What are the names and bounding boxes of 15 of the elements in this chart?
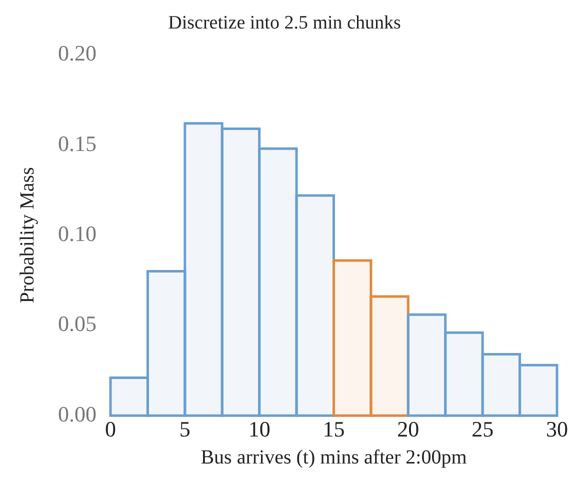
x-tick-label: 0 <box>105 416 116 442</box>
x-tick-label: 5 <box>179 416 190 442</box>
y-tick-label: 0.15 <box>58 130 96 156</box>
x-tick-label: 25 <box>472 416 494 442</box>
y-tick-label: 0.10 <box>58 220 96 246</box>
x-axis-title: Bus arrives (t) mins after 2:00pm <box>200 446 468 468</box>
y-axis-title: Probability Mass <box>16 166 38 304</box>
x-tick-label: 15 <box>322 416 345 442</box>
x-tick-label: 30 <box>546 416 568 442</box>
y-tick-label: 0.05 <box>58 311 96 336</box>
chart-title: Discretize into 2.5 min chunks <box>168 12 401 34</box>
y-tick-label: 0.00 <box>58 401 96 426</box>
y-tick-label: 0.20 <box>58 40 96 66</box>
x-tick-label: 20 <box>397 416 420 442</box>
x-tick-label: 10 <box>248 416 270 442</box>
